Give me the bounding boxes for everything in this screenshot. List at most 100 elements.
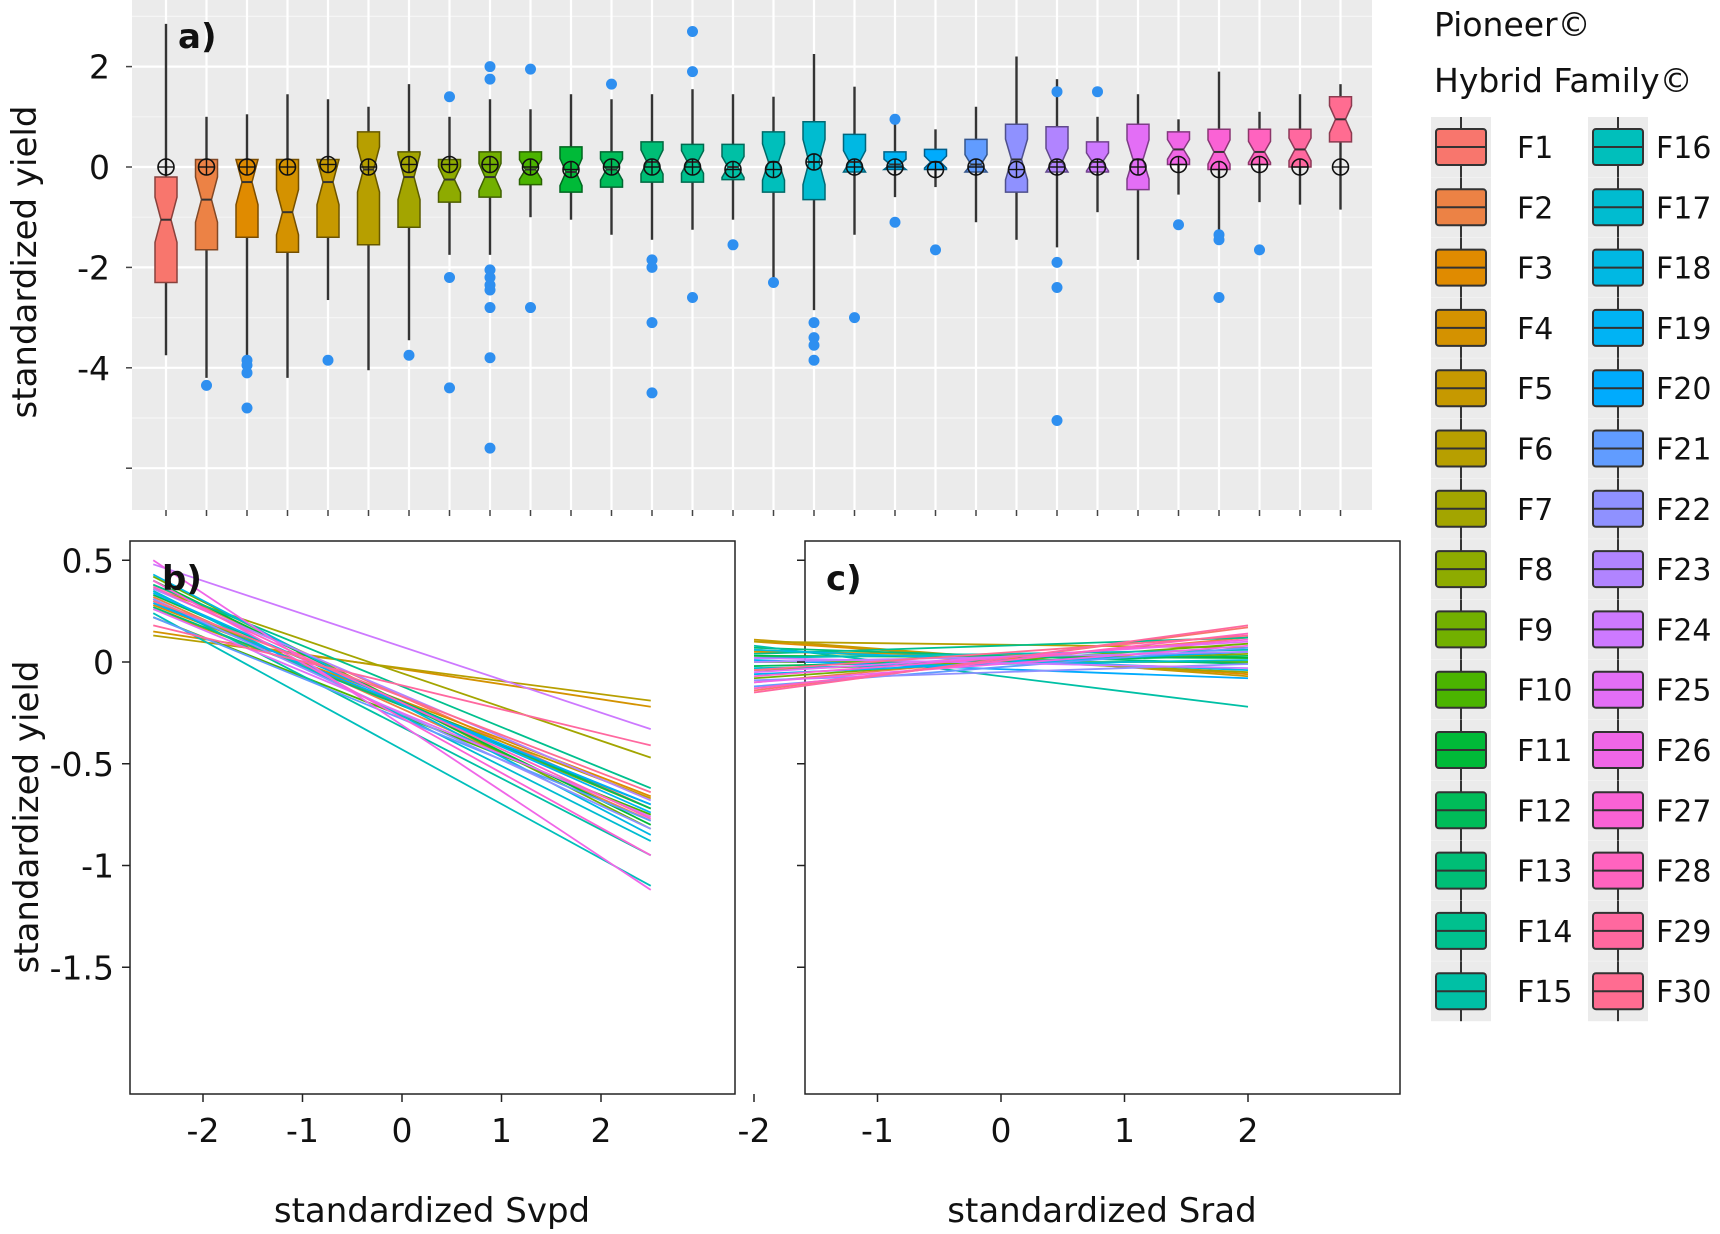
srad-regression-line-F25	[753, 640, 1249, 674]
boxplot-outlier-point	[484, 61, 496, 73]
boxplot-outlier-point	[687, 66, 698, 78]
panel-a-y-axis-label: standardized yield	[5, 106, 45, 419]
boxplot-F30	[1328, 84, 1353, 210]
panel-a: 2 0 -2 -4 a) standardized yield	[5, 0, 1372, 516]
legend-item-F16: F16	[1588, 117, 1711, 177]
legend-item-F6: F6	[1431, 418, 1553, 479]
boxplot-outlier-point	[1173, 219, 1184, 231]
panel-b-y-tick-label: 0.5	[62, 541, 114, 580]
svpd-regression-line-F12	[152, 594, 652, 810]
boxplot-outlier-point	[687, 292, 698, 304]
legend-label: F10	[1517, 674, 1572, 709]
boxplot-outlier-point	[322, 354, 334, 366]
boxplot-outlier-point	[525, 302, 536, 314]
legend-item-F7: F7	[1431, 478, 1553, 539]
panel-a-label: a)	[178, 17, 216, 57]
boxplot-F17	[802, 54, 826, 366]
srad-regression-line-F27	[753, 638, 1249, 678]
srad-regression-line-F24	[753, 657, 1249, 670]
svpd-regression-line-F24	[152, 563, 652, 731]
panel-c-ticks: -2 -1 0 1 2	[738, 559, 1259, 1150]
legend-item-F4: F4	[1431, 297, 1553, 358]
legend-label: F4	[1517, 312, 1553, 347]
legend-item-F22: F22	[1588, 478, 1711, 539]
boxplot-outlier-point	[444, 271, 455, 283]
legend-label: F9	[1517, 613, 1553, 648]
boxplot-F24	[1085, 86, 1110, 213]
boxplot-outlier-point	[889, 113, 901, 125]
boxplot-F11	[559, 94, 583, 220]
boxplot-F3	[235, 114, 259, 414]
legend-item-F21: F21	[1588, 418, 1711, 479]
boxplot-F6	[356, 106, 381, 371]
boxplot-F19	[881, 113, 909, 228]
panel-b-y-tick-label: -0.5	[50, 745, 114, 784]
legend-label: F26	[1656, 734, 1711, 769]
legend-label: F5	[1517, 372, 1553, 407]
boxplot-box	[1288, 128, 1312, 168]
boxplot-box	[275, 158, 300, 254]
boxplot-outlier-point	[444, 91, 455, 103]
panel-a-y-ticks: 2 0 -2 -4	[77, 48, 1342, 516]
boxplot-box	[1247, 128, 1272, 166]
boxplot-box	[1085, 141, 1110, 173]
panel-c-frame	[804, 540, 1401, 1095]
boxplot-F16	[761, 96, 786, 288]
srad-regression-line-F26	[753, 644, 1249, 684]
boxplot-box	[1207, 128, 1231, 171]
srad-regression-line-F14	[753, 636, 1249, 655]
boxplot-F26	[1166, 119, 1191, 231]
svpd-regression-line-F6	[153, 634, 651, 702]
panel-c-x-tick-label: -2	[738, 1111, 771, 1150]
panel-c-x-tick-label: 0	[991, 1111, 1012, 1150]
panel-b-y-tick-label: -1	[81, 847, 114, 886]
boxplot-outlier-point	[727, 239, 739, 251]
boxplot-outlier-point	[484, 271, 496, 283]
boxplot-F7	[397, 84, 421, 361]
legend-item-F28: F28	[1588, 840, 1711, 901]
legend-label: F20	[1656, 372, 1711, 407]
boxplot-box	[356, 131, 381, 246]
panel-b-y-tick-label: 0	[93, 643, 114, 682]
boxplot-outlier-point	[241, 367, 253, 379]
boxplot-F28	[1247, 111, 1272, 256]
boxplot-F12	[599, 78, 624, 235]
panel-b-x-tick-label: 0	[392, 1111, 413, 1150]
boxplot-outlier-point	[808, 332, 820, 344]
boxplot-F8	[437, 91, 462, 394]
legend-item-F9: F9	[1431, 599, 1553, 660]
boxplot-outlier-point	[1051, 86, 1063, 98]
boxplot-outlier-point	[808, 317, 820, 329]
boxplot-F25	[1126, 94, 1150, 260]
boxplot-outlier-point	[484, 352, 496, 364]
legend-item-F11: F11	[1431, 720, 1572, 780]
legend-item-F29: F29	[1588, 900, 1711, 961]
boxplot-outlier-point	[768, 276, 779, 288]
boxplot-outlier-point	[1254, 244, 1265, 256]
legend-label: F22	[1656, 493, 1711, 528]
svpd-regression-line-F25	[152, 608, 652, 818]
boxplot-outlier-point	[1051, 281, 1063, 293]
svpd-regression-line-F26	[152, 559, 652, 891]
boxplot-box	[1166, 131, 1191, 166]
legend-label: F18	[1656, 252, 1711, 287]
legend-label: F14	[1517, 915, 1572, 950]
legend-label: F19	[1656, 312, 1711, 347]
legend: Pioneer© Hybrid Family© F1 F2 F3 F4 F5 F6 F7 F8…	[1431, 5, 1711, 1022]
legend-item-F24: F24	[1588, 599, 1711, 660]
legend-label: F25	[1656, 674, 1711, 709]
svpd-regression-line-F18	[152, 573, 652, 836]
boxplot-F2	[194, 116, 219, 391]
panel-a-boxes	[154, 23, 1353, 454]
svpd-regression-line-F22	[152, 598, 652, 830]
boxplot-F22	[1004, 56, 1029, 240]
boxplot-outlier-point	[1092, 86, 1103, 98]
legend-label: F11	[1517, 734, 1572, 769]
legend-label: F16	[1656, 131, 1711, 166]
boxplot-F20	[923, 129, 948, 256]
legend-item-F25: F25	[1588, 659, 1711, 720]
boxplot-outlier-point	[808, 339, 820, 351]
boxplot-F29	[1288, 94, 1312, 205]
boxplot-F5	[316, 99, 340, 366]
legend-label: F30	[1656, 975, 1711, 1010]
